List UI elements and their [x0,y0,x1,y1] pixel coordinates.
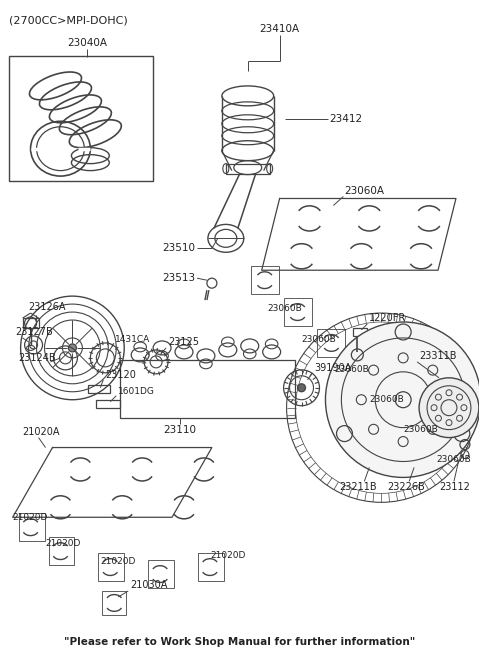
Text: 23060A: 23060A [344,185,384,196]
Text: "Please refer to Work Shop Manual for further information": "Please refer to Work Shop Manual for fu… [64,637,415,646]
Text: 23060B: 23060B [301,335,336,345]
Bar [198,553,224,581]
Text: 23510: 23510 [162,243,195,253]
Bar [226,164,270,174]
Text: 23060B: 23060B [335,365,369,375]
Bar [96,400,120,407]
Circle shape [69,344,76,352]
Text: 23211B: 23211B [339,482,377,493]
Text: 23060B: 23060B [403,425,438,434]
Text: 23124B: 23124B [19,353,56,363]
Bar [351,360,379,388]
Bar [419,422,447,449]
Text: 23412: 23412 [329,114,362,124]
Text: 23110: 23110 [164,424,196,435]
Text: 21020D: 21020D [100,557,136,566]
Bar [120,360,295,418]
Bar [98,553,124,581]
Text: 23226B: 23226B [387,482,425,493]
Circle shape [298,384,306,392]
Bar [317,329,346,357]
Text: 23060B: 23060B [369,395,404,404]
Text: 23040A: 23040A [67,38,108,48]
Text: 23126A: 23126A [29,302,66,312]
Circle shape [419,378,479,438]
Bar [48,537,74,565]
Polygon shape [12,447,212,517]
Text: 23125: 23125 [168,337,199,347]
Text: 23120: 23120 [105,370,136,380]
Text: 23311B: 23311B [419,351,456,361]
Text: (2700CC>MPI-DOHC): (2700CC>MPI-DOHC) [9,15,127,25]
Bar [251,266,278,294]
Bar [102,591,126,615]
Text: 1220FR: 1220FR [369,313,407,323]
Bar [23,318,38,328]
Text: 23513: 23513 [162,273,195,283]
Bar [353,328,367,336]
Text: 23410A: 23410A [260,24,300,34]
Text: 21020D: 21020D [46,538,81,548]
Bar [88,384,110,393]
Text: 21030A: 21030A [130,580,168,590]
Bar [284,298,312,326]
Bar [9,56,153,181]
Bar [19,514,45,541]
Text: 23060B: 23060B [436,455,471,464]
Text: 39190A: 39190A [314,363,352,373]
Bar [148,560,174,588]
Text: 21020A: 21020A [23,426,60,437]
Text: 1601DG: 1601DG [118,387,155,396]
Text: 23127B: 23127B [16,327,53,337]
Text: 23060B: 23060B [268,303,302,312]
Circle shape [325,322,480,477]
Text: 21020D: 21020D [210,551,245,559]
Text: 21020D: 21020D [12,513,48,522]
Text: 23112: 23112 [439,482,470,493]
Bar [385,391,413,419]
Polygon shape [262,198,456,271]
Text: 1431CA: 1431CA [115,335,151,345]
